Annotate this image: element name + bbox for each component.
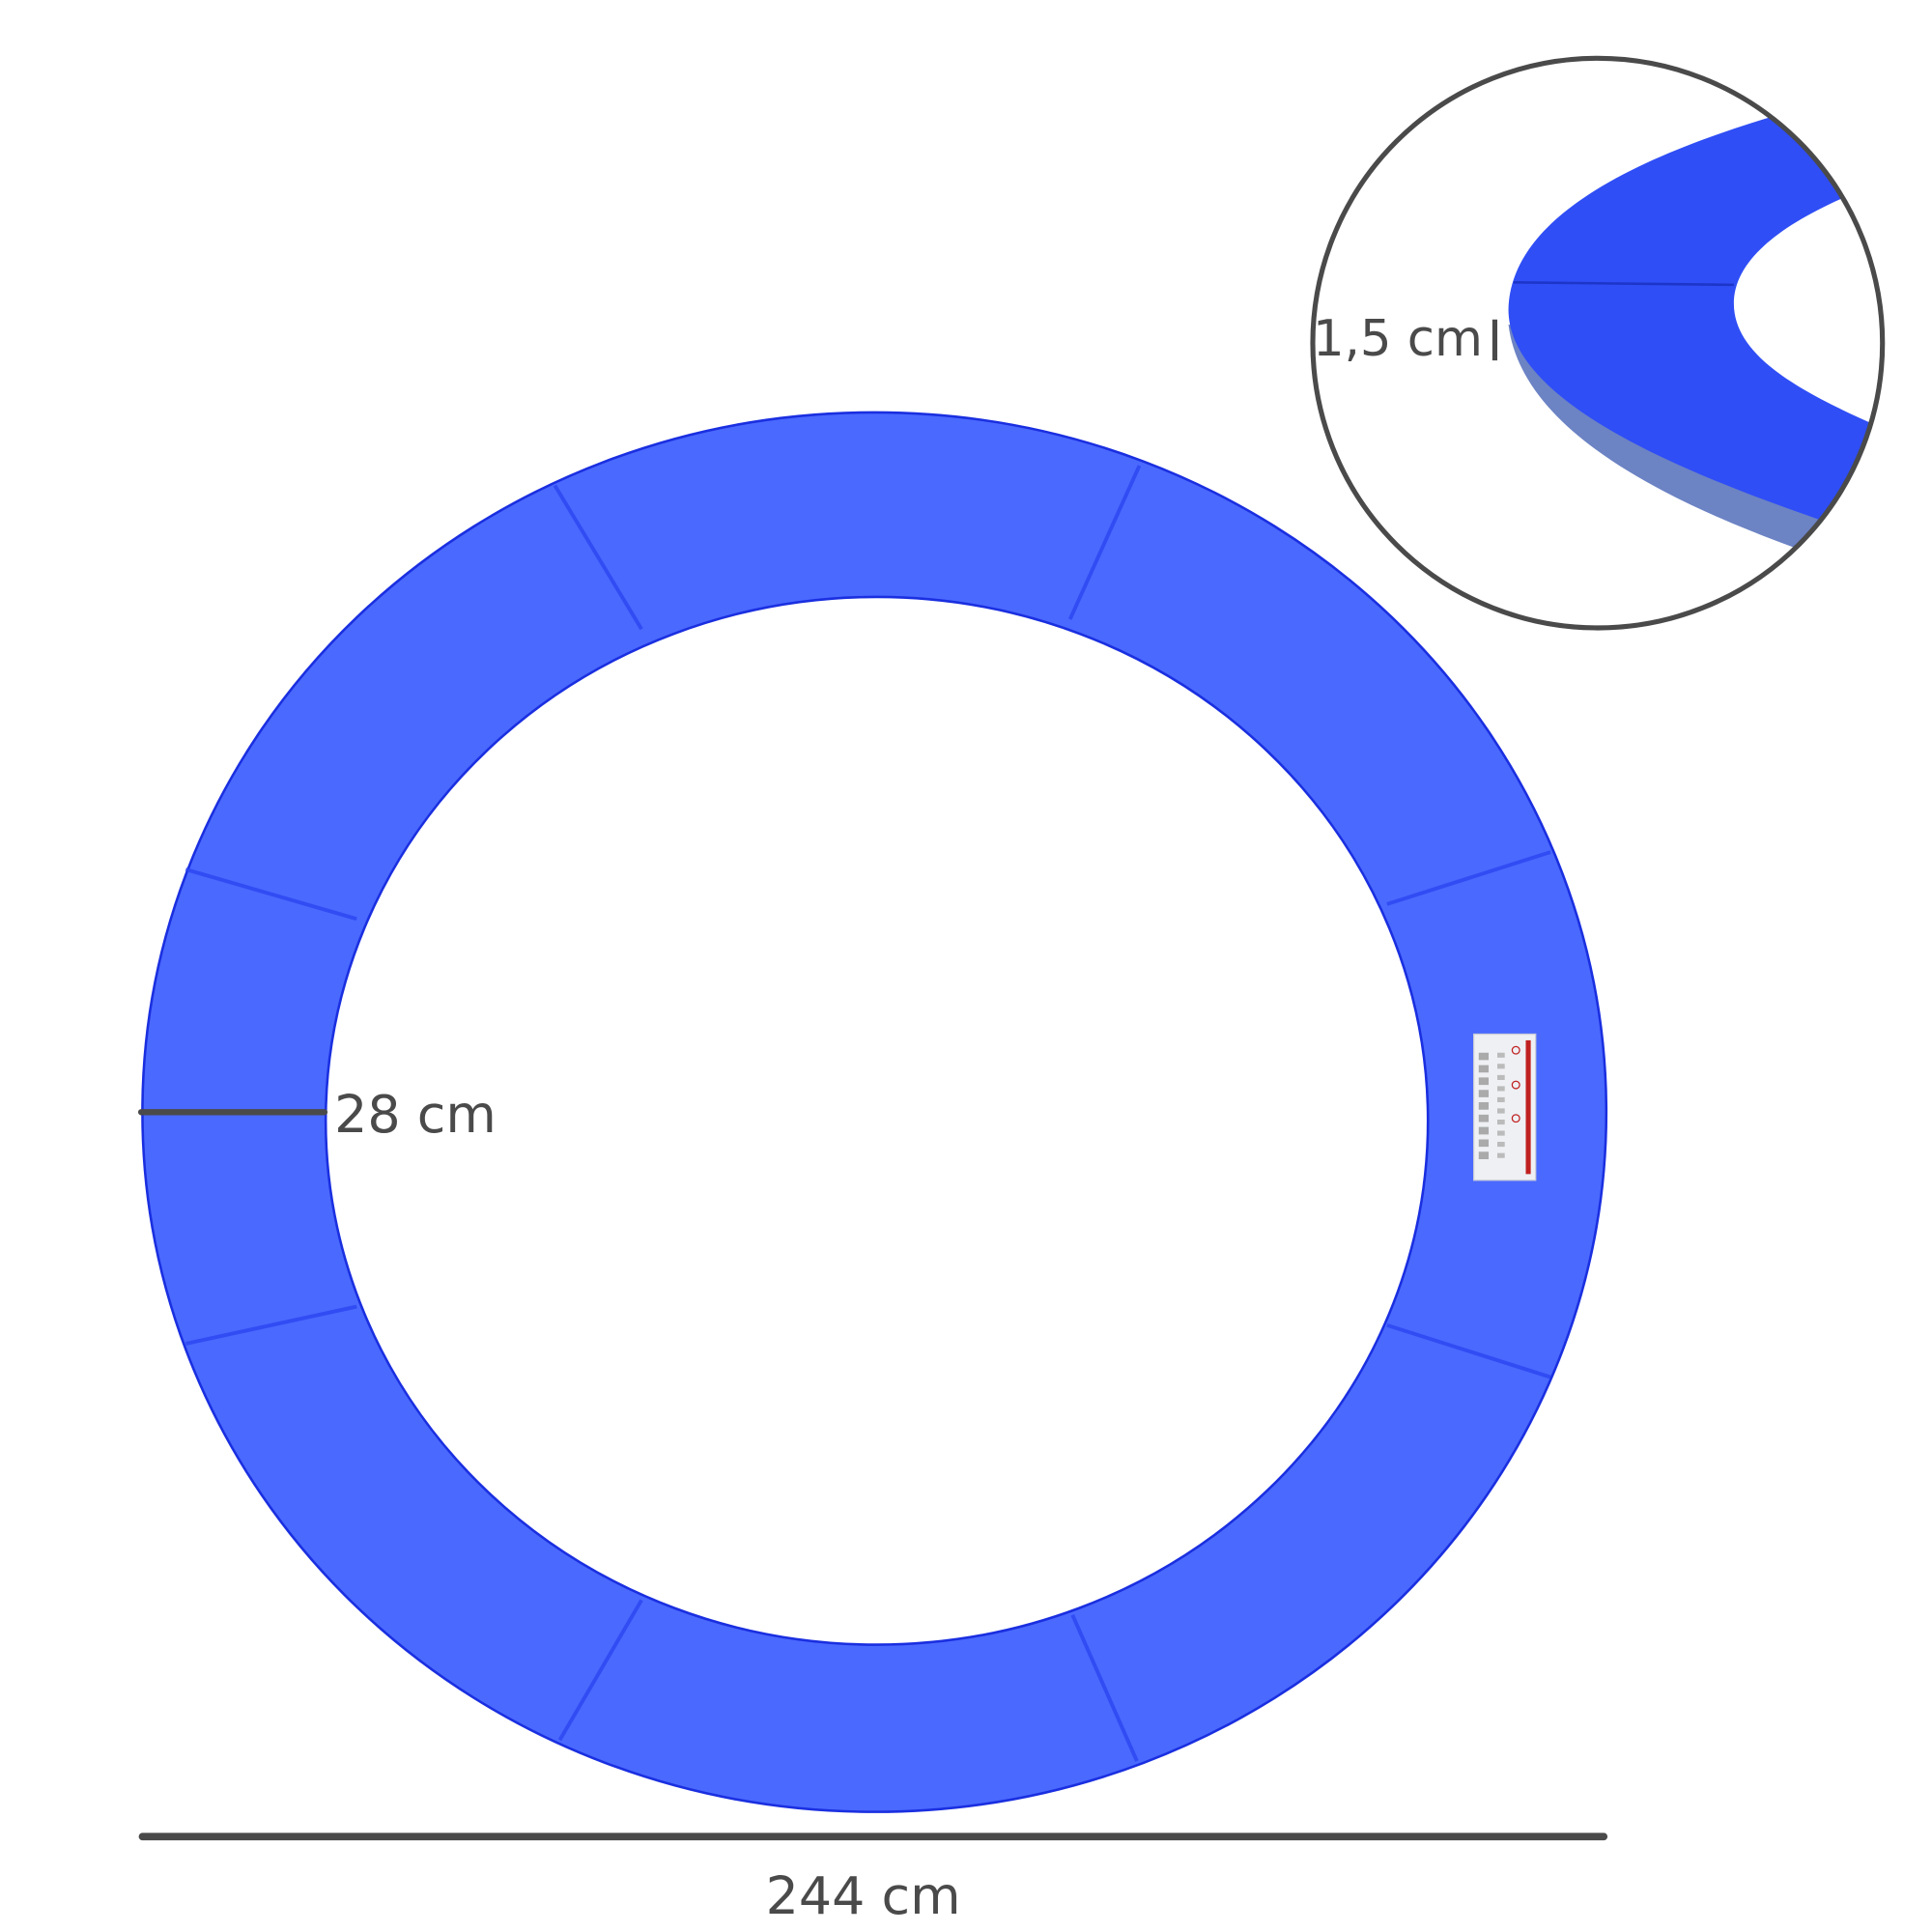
pad-seams — [185, 465, 1551, 1762]
width-label: 28 cm — [334, 1084, 497, 1145]
diameter-label: 244 cm — [766, 1865, 961, 1926]
thickness-detail-inset: 1,5 cm — [1310, 55, 1886, 631]
diameter-dimension: 244 cm — [138, 1833, 1608, 1926]
thickness-label: 1,5 cm — [1313, 310, 1483, 368]
trampoline-pad-ring — [141, 411, 1608, 1813]
warning-label-tag — [1473, 1033, 1537, 1181]
width-dimension: 28 cm — [137, 1084, 497, 1145]
